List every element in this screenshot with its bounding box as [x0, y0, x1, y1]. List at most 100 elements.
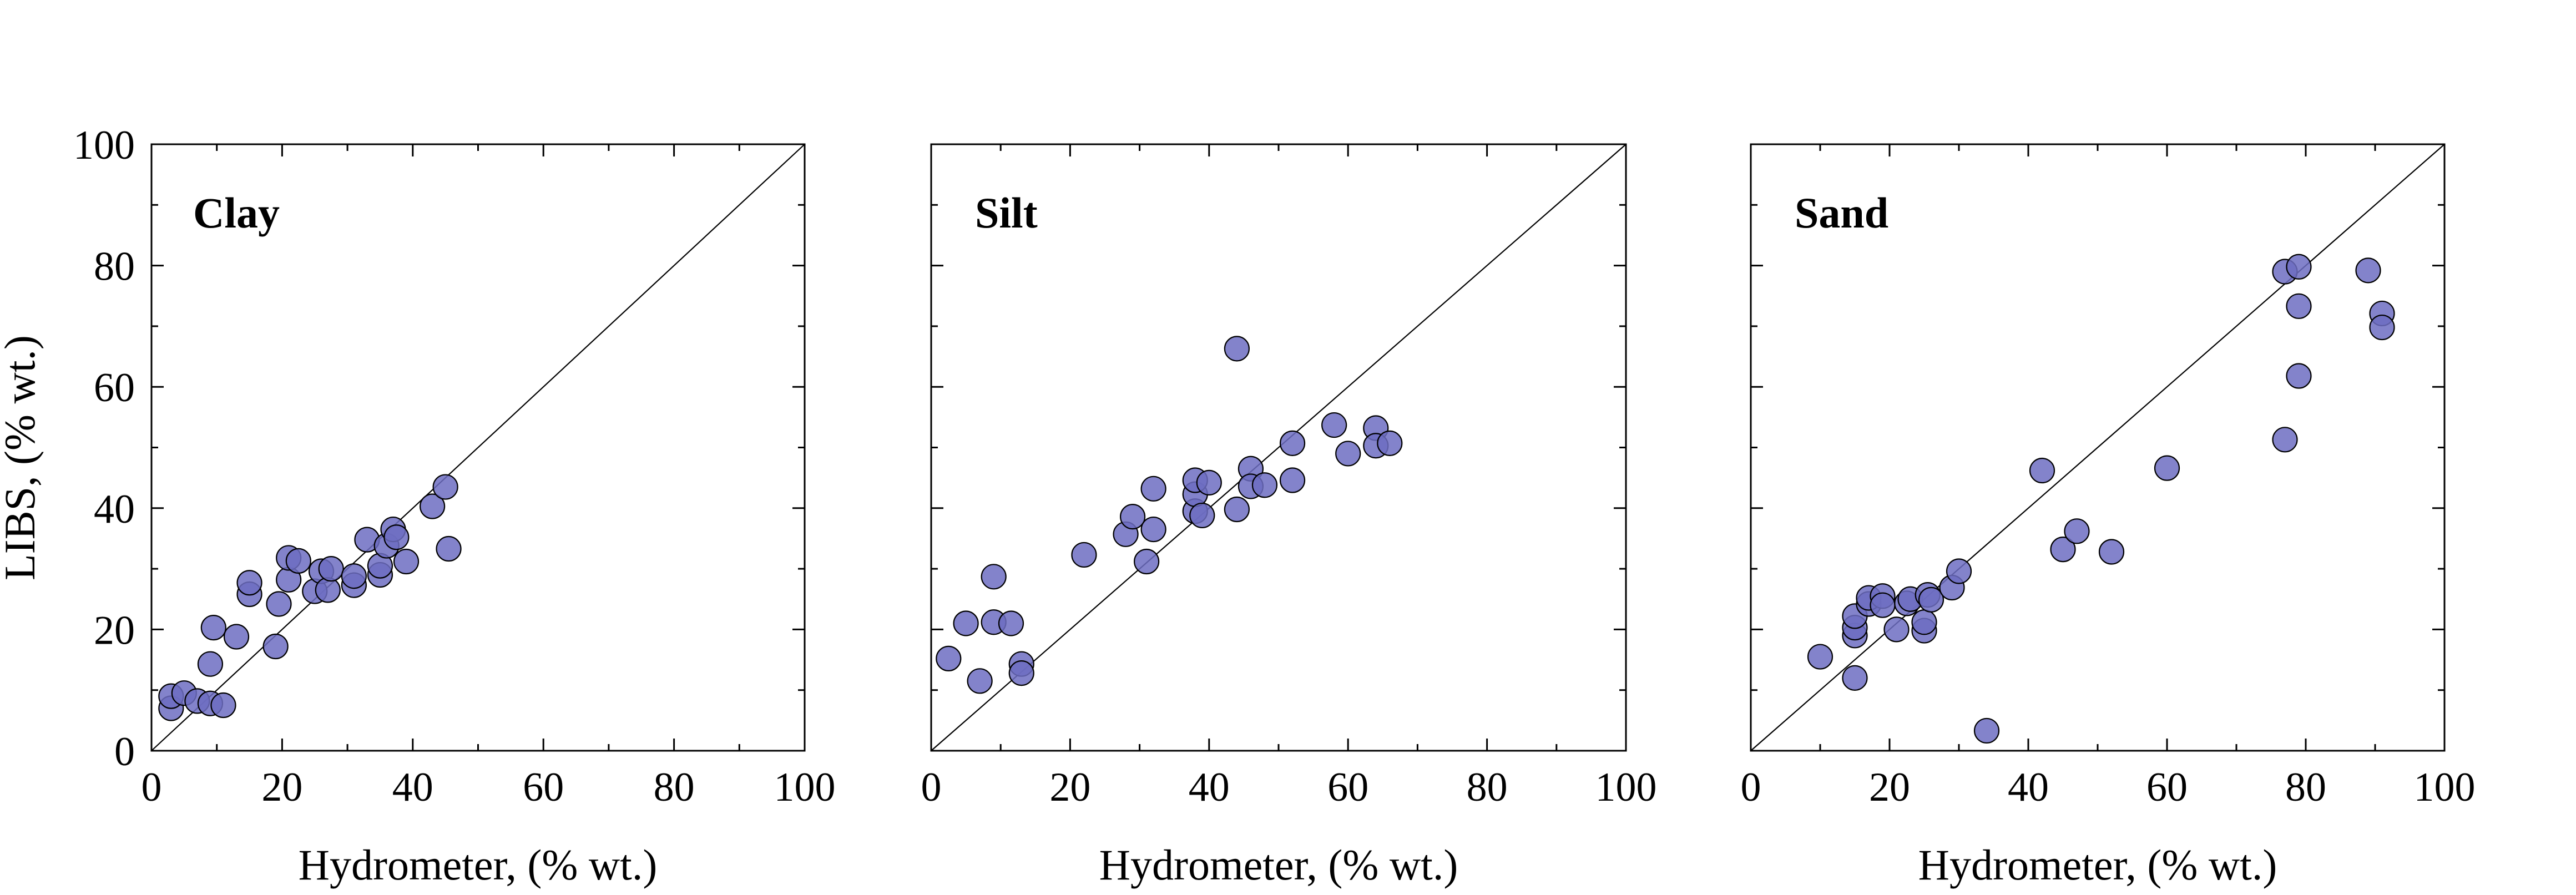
data-point [1842, 665, 1868, 691]
data-point [2029, 457, 2055, 484]
identity-line [931, 144, 1627, 751]
data-point [318, 555, 344, 582]
panel-silt: 0 20 40 60 80 100 Silt Hydrometer, (% wt.) [921, 143, 1657, 889]
y-tick-label: 40 [94, 487, 135, 532]
points-sand [1807, 254, 2395, 744]
data-point [1946, 558, 1972, 584]
data-point [2064, 518, 2090, 544]
data-point [936, 645, 962, 671]
data-point [1251, 472, 1278, 498]
data-point [1883, 616, 1910, 643]
data-point [2098, 539, 2125, 565]
x-tick-label: 20 [1869, 765, 1910, 810]
data-point [1224, 496, 1250, 523]
x-tick-label: 80 [654, 765, 695, 810]
data-point [2272, 427, 2298, 453]
data-point [315, 577, 341, 603]
data-point [266, 591, 292, 617]
y-tick-label: 60 [94, 365, 135, 411]
y-tick-label: 80 [94, 244, 135, 290]
data-point [1807, 644, 1833, 670]
data-point [285, 548, 311, 574]
x-tick-label: 60 [2146, 765, 2188, 810]
data-point [2286, 293, 2312, 319]
y-tick-label: 0 [114, 729, 135, 775]
data-point [197, 651, 224, 677]
data-point [2286, 254, 2312, 280]
data-point [1973, 717, 2000, 744]
data-point [2286, 363, 2312, 389]
x-ticks-silt: 0 20 40 60 80 100 [921, 144, 1657, 810]
data-point [1918, 586, 1944, 613]
x-axis-label-clay: Hydrometer, (% wt.) [299, 841, 658, 889]
y-axis-label: LIBS, (% wt.) [0, 335, 44, 580]
panel-clay: 0 20 40 60 80 100 0 20 40 60 80 100 Clay Hydromete… [73, 123, 836, 889]
data-point [967, 668, 993, 694]
data-point [1377, 430, 1403, 456]
data-point [383, 524, 410, 550]
reference-line-silt [931, 144, 1627, 751]
x-tick-label: 0 [921, 765, 942, 810]
x-tick-label: 80 [2285, 765, 2326, 810]
data-point [998, 610, 1024, 636]
data-point [1224, 336, 1250, 362]
data-point [2369, 314, 2395, 341]
x-ticks-sand: 0 20 40 60 80 100 [1741, 144, 2476, 810]
data-point [1196, 469, 1222, 495]
data-point [2154, 455, 2180, 481]
points-clay [158, 474, 462, 721]
data-point [2355, 257, 2381, 284]
data-point [262, 633, 289, 660]
data-point [341, 563, 367, 589]
data-point [420, 493, 446, 519]
data-point [436, 535, 462, 562]
panel-title-clay: Clay [193, 189, 280, 237]
y-ticks-clay: 0 20 40 60 80 100 [73, 123, 805, 775]
data-point [393, 548, 420, 575]
data-point [1071, 542, 1097, 568]
panel-title-silt: Silt [975, 189, 1038, 237]
x-tick-label: 40 [1189, 765, 1230, 810]
y-tick-label: 20 [94, 608, 135, 653]
panel-sand: 0 20 40 60 80 100 Sand Hydrometer, (% wt.) [1741, 143, 2476, 889]
x-tick-label: 0 [1741, 765, 1761, 810]
data-point [210, 692, 236, 719]
x-tick-label: 60 [523, 765, 564, 810]
identity-line [1750, 144, 2445, 751]
x-tick-label: 80 [1467, 765, 1508, 810]
data-point [1870, 592, 1896, 618]
data-point [1321, 412, 1347, 438]
x-tick-label: 20 [1049, 765, 1090, 810]
y-tick-label: 100 [73, 123, 135, 168]
data-point [432, 474, 458, 500]
points-silt [936, 336, 1403, 694]
x-tick-label: 60 [1327, 765, 1368, 810]
data-point [1119, 504, 1146, 530]
data-point [1279, 467, 1306, 493]
data-point [1008, 660, 1034, 686]
data-point [981, 564, 1007, 590]
y-ticks-silt [931, 143, 1626, 752]
reference-line-clay [151, 144, 805, 751]
x-tick-label: 0 [142, 765, 162, 810]
data-point [1140, 516, 1166, 543]
data-point [1335, 441, 1361, 467]
data-point [200, 615, 226, 641]
identity-line [151, 144, 805, 751]
x-tick-label: 40 [392, 765, 433, 810]
data-point [1140, 476, 1166, 502]
data-point [1134, 548, 1160, 575]
data-point [236, 570, 262, 596]
x-tick-label: 40 [2008, 765, 2049, 810]
reference-line-sand [1750, 144, 2445, 751]
x-axis-label-silt: Hydrometer, (% wt.) [1099, 841, 1458, 889]
data-point [223, 624, 250, 650]
data-point [1279, 430, 1306, 456]
data-point [2050, 537, 2076, 563]
x-tick-label: 100 [1595, 765, 1657, 810]
x-tick-label: 100 [774, 765, 836, 810]
panel-title-sand: Sand [1795, 189, 1888, 237]
y-ticks-sand [1751, 143, 2444, 752]
x-ticks-clay: 0 20 40 60 80 100 [142, 144, 836, 810]
